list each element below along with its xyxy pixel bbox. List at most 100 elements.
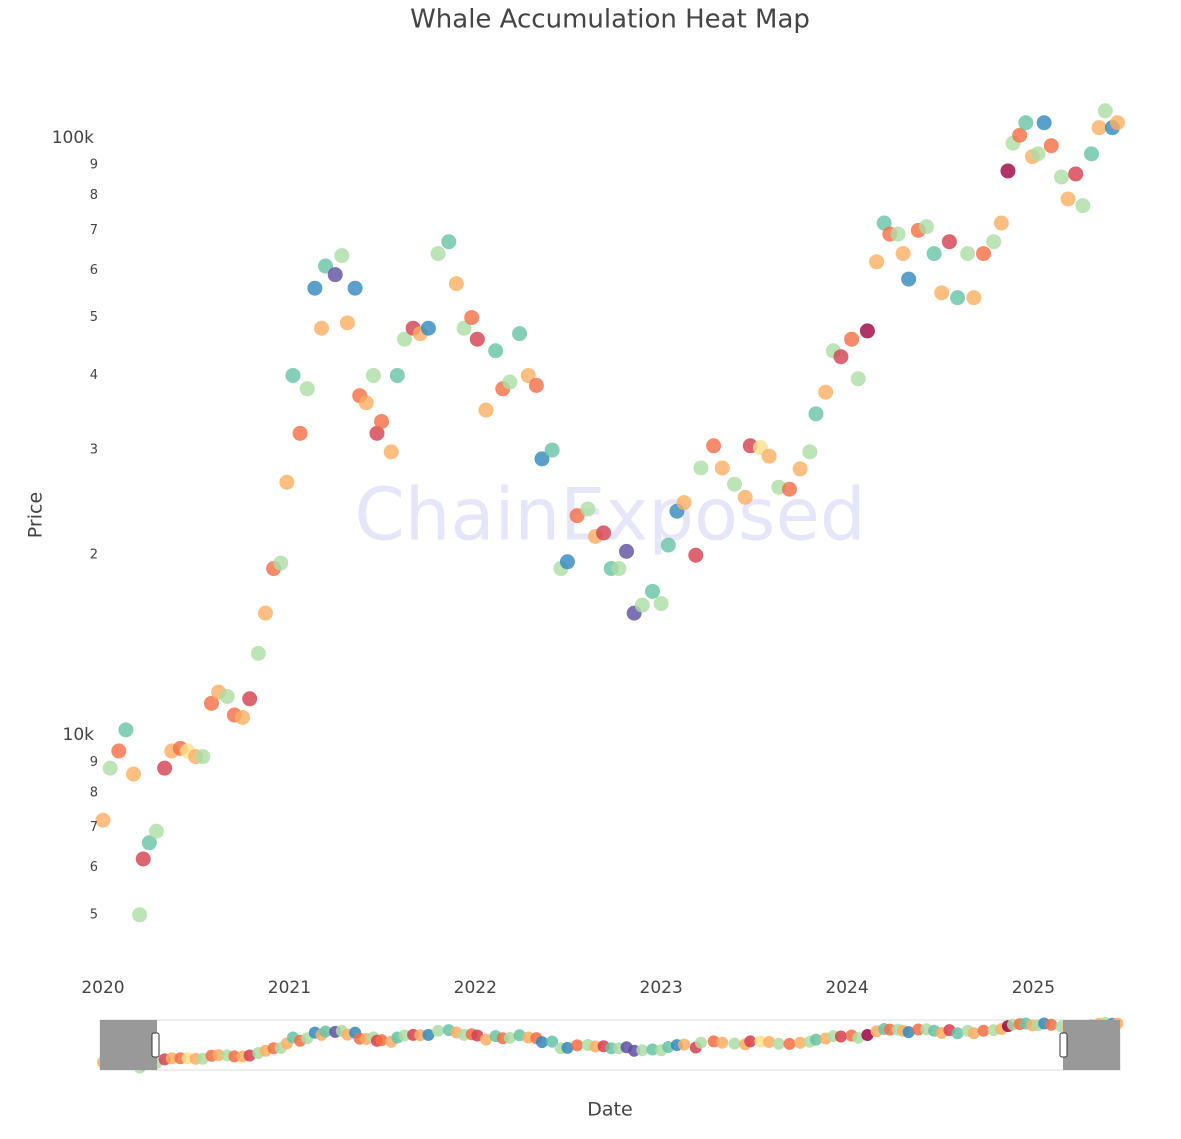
x-tick-label: 2024 [825,978,868,998]
point [941,234,957,250]
point [559,554,575,570]
point [135,851,151,867]
point [339,315,355,331]
x-tick-label: 2020 [81,978,124,998]
point [634,597,650,613]
range-mask-right [1063,1020,1120,1070]
mini-point [772,1037,785,1050]
point [950,290,966,306]
point [502,374,518,390]
mini-point [716,1036,729,1049]
mini-point [783,1037,796,1050]
point [365,367,381,383]
point [347,280,363,296]
point [693,460,709,476]
point [318,258,334,274]
point [469,331,485,347]
point [456,320,472,336]
point [619,543,635,559]
point [850,371,866,387]
chart-title: Whale Accumulation Heat Map [410,5,810,35]
point [195,749,211,765]
x-tick-label: 2022 [454,978,497,998]
mini-point [503,1031,516,1044]
y-tick-label: 5 [90,310,98,325]
mini-point [744,1035,757,1048]
point [257,605,273,621]
mini-point [636,1044,649,1057]
mini-point [561,1041,574,1054]
point [327,267,343,283]
mini-point [535,1036,548,1049]
point [986,234,1002,250]
point [1109,115,1125,131]
point [95,812,111,828]
point [203,695,219,711]
point [219,689,235,705]
point [528,377,544,393]
point [833,349,849,365]
y-tick-label: 8 [90,785,98,800]
y-tick-label: 6 [90,860,98,875]
point [478,402,494,418]
y-tick-label: 9 [90,158,98,173]
point [448,276,464,292]
point [420,320,436,336]
x-tick-label: 2021 [268,978,311,998]
point [132,907,148,923]
point [761,448,777,464]
point [1083,146,1099,162]
point [358,395,374,411]
point [374,413,390,429]
range-handle-left[interactable] [151,1032,160,1058]
point [464,310,480,326]
point [844,331,860,347]
point [808,406,824,422]
point [512,326,528,342]
mini-point [861,1029,874,1042]
point [714,460,730,476]
mini-point [694,1036,707,1049]
point [369,425,385,441]
point [285,367,301,383]
point [1068,166,1084,182]
point [292,425,308,441]
point [1030,146,1046,162]
point [1053,169,1069,185]
y-tick-label: 8 [90,188,98,203]
point [737,489,753,505]
point [1075,198,1091,214]
x-tick-label: 2025 [1012,978,1055,998]
mini-point [165,1052,178,1065]
point [313,320,329,336]
mini-point [977,1024,990,1037]
range-handle-right[interactable] [1059,1032,1068,1058]
point [235,709,251,725]
point [1000,163,1016,179]
y-axis-label: Price [25,492,47,538]
mini-point [546,1035,559,1048]
point [1060,191,1076,207]
mini-point [571,1039,584,1052]
point [148,823,164,839]
point [1012,127,1028,143]
range-mask-left [100,1020,157,1070]
mini-point [794,1036,807,1049]
point [1097,103,1113,119]
point [966,290,982,306]
y-tick-label: 7 [90,820,98,835]
mini-point [967,1027,980,1040]
point [307,280,323,296]
y-tick-label: 3 [90,443,98,458]
point [111,743,127,759]
point [876,215,892,231]
point [688,547,704,563]
mini-point [678,1038,691,1051]
y-tick-label: 2 [90,548,98,563]
mini-point [809,1033,822,1046]
point [157,760,173,776]
point [918,219,934,235]
mini-point [398,1029,411,1042]
point [389,367,405,383]
mini-point [1045,1018,1058,1031]
